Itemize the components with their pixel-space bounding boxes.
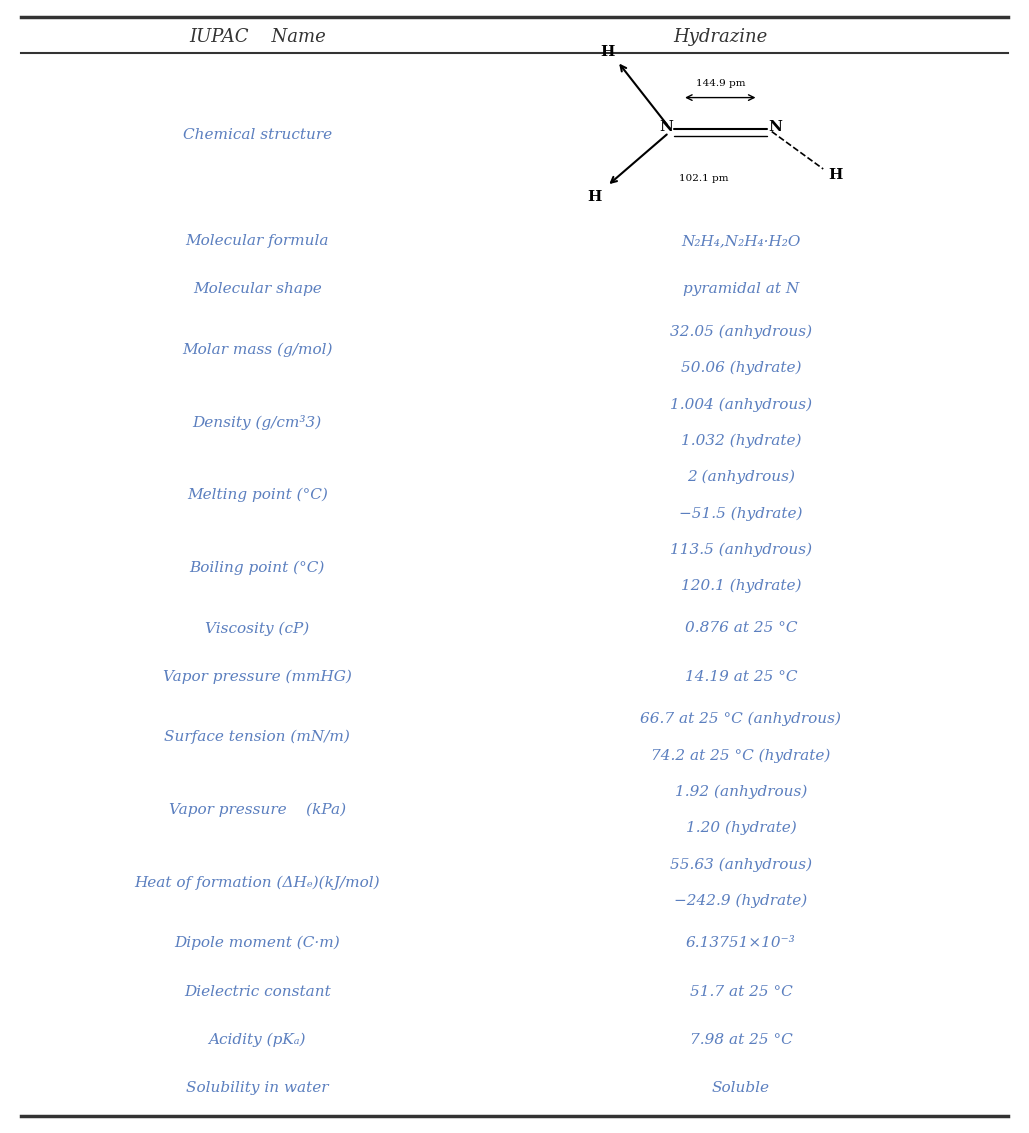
Text: N₂H₄,N₂H₄·H₂O: N₂H₄,N₂H₄·H₂O xyxy=(681,233,801,248)
Text: Dipole moment (C·m): Dipole moment (C·m) xyxy=(174,936,341,951)
Text: 6.13751×10⁻³: 6.13751×10⁻³ xyxy=(686,936,795,951)
Text: Boiling point (°C): Boiling point (°C) xyxy=(189,561,325,574)
Text: 2 (anhydrous): 2 (anhydrous) xyxy=(687,470,794,484)
Text: 55.63 (anhydrous): 55.63 (anhydrous) xyxy=(670,858,812,871)
Text: Chemical structure: Chemical structure xyxy=(183,128,331,142)
Text: IUPAC    Name: IUPAC Name xyxy=(189,28,325,46)
Text: H: H xyxy=(588,190,602,204)
Text: Viscosity (cP): Viscosity (cP) xyxy=(205,621,310,636)
Text: 144.9 pm: 144.9 pm xyxy=(696,79,745,88)
Text: 51.7 at 25 °C: 51.7 at 25 °C xyxy=(689,985,792,998)
Text: pyramidal at N: pyramidal at N xyxy=(683,282,799,297)
Text: 50.06 (hydrate): 50.06 (hydrate) xyxy=(680,360,802,375)
Text: Surface tension (mN/m): Surface tension (mN/m) xyxy=(165,730,350,744)
Text: −51.5 (hydrate): −51.5 (hydrate) xyxy=(679,506,803,520)
Text: 1.032 (hydrate): 1.032 (hydrate) xyxy=(680,434,802,448)
Text: Melting point (°C): Melting point (°C) xyxy=(187,488,327,502)
Text: H: H xyxy=(600,45,614,59)
Text: Heat of formation (ΔHₑ)(kJ/mol): Heat of formation (ΔHₑ)(kJ/mol) xyxy=(135,876,380,889)
Text: 1.20 (hydrate): 1.20 (hydrate) xyxy=(685,821,796,835)
Text: Hydrazine: Hydrazine xyxy=(673,28,768,46)
Text: 102.1 pm: 102.1 pm xyxy=(679,173,729,182)
Text: 66.7 at 25 °C (anhydrous): 66.7 at 25 °C (anhydrous) xyxy=(640,712,842,726)
Text: −242.9 (hydrate): −242.9 (hydrate) xyxy=(674,894,808,908)
Text: Molecular formula: Molecular formula xyxy=(185,233,329,248)
Text: N: N xyxy=(659,120,673,134)
Text: N: N xyxy=(768,120,782,134)
Text: 74.2 at 25 °C (hydrate): 74.2 at 25 °C (hydrate) xyxy=(651,748,830,763)
Text: Soluble: Soluble xyxy=(712,1081,770,1096)
Text: 1.004 (anhydrous): 1.004 (anhydrous) xyxy=(670,398,812,411)
Text: Vapor pressure    (kPa): Vapor pressure (kPa) xyxy=(169,803,346,817)
Text: H: H xyxy=(828,168,843,181)
Text: Acidity (pΚₐ): Acidity (pΚₐ) xyxy=(209,1033,306,1047)
Text: 0.876 at 25 °C: 0.876 at 25 °C xyxy=(684,621,797,636)
Text: 120.1 (hydrate): 120.1 (hydrate) xyxy=(680,579,802,594)
Text: Dielectric constant: Dielectric constant xyxy=(184,985,330,998)
Text: 1.92 (anhydrous): 1.92 (anhydrous) xyxy=(675,784,807,799)
Text: Density (g/cm³3): Density (g/cm³3) xyxy=(192,415,322,431)
Text: 7.98 at 25 °C: 7.98 at 25 °C xyxy=(689,1033,792,1047)
Text: Solubility in water: Solubility in water xyxy=(186,1081,328,1096)
Text: 113.5 (anhydrous): 113.5 (anhydrous) xyxy=(670,543,812,556)
Text: Molar mass (g/mol): Molar mass (g/mol) xyxy=(182,342,332,357)
Text: Vapor pressure (mmHG): Vapor pressure (mmHG) xyxy=(163,670,352,684)
Text: Molecular shape: Molecular shape xyxy=(192,282,322,297)
Text: 14.19 at 25 °C: 14.19 at 25 °C xyxy=(684,670,797,683)
Text: 32.05 (anhydrous): 32.05 (anhydrous) xyxy=(670,324,812,339)
